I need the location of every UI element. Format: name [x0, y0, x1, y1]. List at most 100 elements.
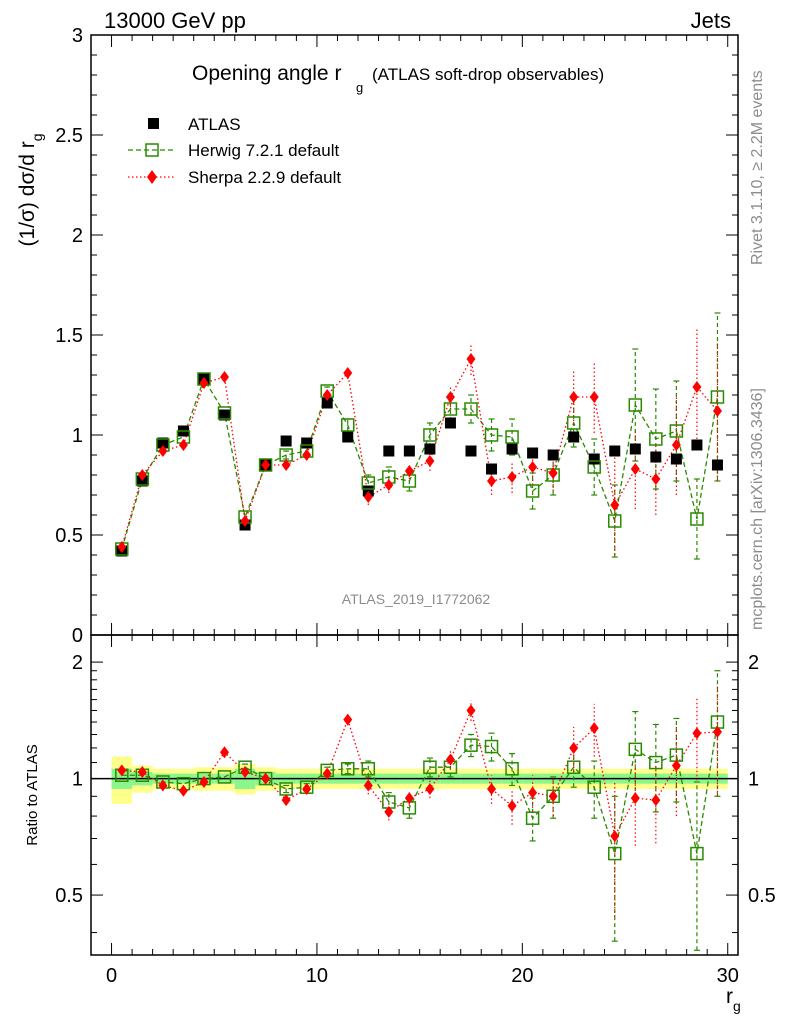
header-right: Jets — [691, 8, 731, 33]
main-y-tick-label: 2.5 — [55, 125, 83, 147]
plot-title-subscript: g — [356, 80, 363, 95]
ratio-y-tick-label: 2 — [72, 652, 83, 674]
herwig-point — [566, 416, 581, 430]
sherpa-point — [220, 371, 230, 383]
sherpa-point — [178, 439, 188, 451]
plot-title: Opening angle r — [192, 62, 341, 85]
sherpa-point — [487, 475, 497, 487]
ratio-sherpa-point — [712, 725, 722, 738]
ratio-sherpa-point — [630, 792, 640, 805]
atlas-point — [629, 443, 641, 455]
ratio-sherpa-point — [158, 779, 168, 792]
atlas-point — [383, 445, 395, 457]
sherpa-point — [240, 515, 250, 527]
ratio-sherpa-point — [384, 805, 394, 818]
ratio-herwig-point — [361, 762, 376, 776]
ratio-herwig-point — [608, 846, 622, 861]
herwig-point — [423, 428, 437, 442]
sherpa-point — [630, 463, 640, 475]
atlas-point — [219, 409, 231, 421]
main-y-tick-label: 2 — [72, 225, 83, 247]
ratio-sherpa-point — [281, 794, 291, 807]
legend-label-atlas: ATLAS — [188, 115, 241, 134]
legend-label-herwig: Herwig 7.2.1 default — [188, 141, 339, 160]
herwig-point — [217, 406, 232, 420]
herwig-point — [525, 484, 540, 498]
herwig-point — [340, 418, 355, 432]
plot-title-rest: (ATLAS soft-drop observables) — [372, 65, 604, 84]
ratio-sherpa-point — [425, 782, 435, 795]
main-y-tick-label: 1.5 — [55, 325, 83, 347]
ratio-sherpa-point — [671, 759, 681, 772]
ratio-herwig-point — [525, 811, 540, 825]
ratio-sherpa-point — [548, 790, 558, 803]
ratio-sherpa-point — [302, 782, 312, 795]
atlas-point — [321, 397, 333, 409]
atlas-point — [486, 463, 498, 475]
legend-marker-sherpa — [147, 170, 157, 184]
sherpa-point — [261, 459, 271, 471]
legend-label-sherpa: Sherpa 2.2.9 default — [188, 168, 341, 187]
atlas-point — [444, 417, 456, 429]
ratio-herwig-point — [340, 762, 355, 776]
ratio-sherpa-point — [692, 727, 702, 740]
legend: ATLAS Herwig 7.2.1 default Sherpa 2.2.9 … — [128, 115, 341, 187]
ratio-y-tick-label-right: 2 — [748, 652, 759, 674]
ratio-sherpa-point — [507, 799, 517, 812]
herwig-point — [484, 428, 499, 442]
sherpa-point — [363, 491, 373, 503]
atlas-point — [568, 431, 580, 443]
sherpa-point — [589, 391, 599, 403]
main-panel: ATLAS_2019_I1772062 0.5 1 1.5 2 2.5 3 0 Openin… — [16, 25, 739, 647]
herwig-point — [505, 430, 519, 444]
herwig-line — [121, 377, 719, 550]
main-y-axis-label-sub: g — [29, 133, 45, 141]
atlas-point — [301, 437, 313, 449]
main-y-tick-label-zero: 0 — [72, 625, 83, 647]
ratio-herwig-point — [690, 846, 704, 861]
atlas-point — [650, 451, 662, 463]
atlas-point — [670, 453, 682, 465]
sherpa-point — [404, 465, 414, 477]
ratio-plot-frame — [90, 634, 739, 956]
ratio-herwig-point — [217, 770, 232, 784]
analysis-watermark: ATLAS_2019_I1772062 — [342, 591, 491, 607]
ratio-panel: 0.5 0.51 12 20 10 20 30 Ratio to ATLAS rg — [24, 634, 776, 1014]
x-tick-label: 0 — [106, 965, 117, 987]
ratio-sherpa-point — [199, 775, 209, 788]
atlas-point — [424, 443, 436, 455]
ratio-y-tick-label: 0.5 — [55, 885, 83, 907]
sherpa-point — [528, 461, 538, 473]
ratio-sherpa-point — [322, 767, 332, 780]
ratio-sherpa-point — [220, 746, 230, 759]
ratio-sherpa-point — [363, 779, 373, 792]
sherpa-point — [117, 541, 127, 553]
herwig-point — [608, 514, 622, 528]
main-y-axis-label: (1/σ) dσ/d rg — [16, 133, 45, 246]
ratio-sherpa-point — [445, 753, 455, 766]
atlas-point — [280, 435, 292, 447]
ratio-sherpa-point — [610, 830, 620, 843]
atlas-point — [547, 449, 559, 461]
atlas-point — [157, 437, 169, 449]
main-y-tick-label: 1 — [72, 425, 83, 447]
legend-marker-herwig — [145, 143, 159, 157]
sherpa-point — [507, 471, 517, 483]
atlas-point — [403, 445, 415, 457]
x-axis-label: rg — [726, 985, 741, 1014]
herwig-point — [628, 398, 643, 412]
herwig-point — [464, 402, 478, 416]
sherpa-point — [384, 479, 394, 491]
herwig-point — [710, 390, 725, 404]
sherpa-point — [692, 381, 702, 393]
sherpa-point — [137, 469, 147, 481]
ratio-y-tick-label-right: 0.5 — [748, 885, 776, 907]
sherpa-point — [199, 377, 209, 389]
header-left: 13000 GeV pp — [104, 8, 246, 33]
ratio-sherpa-point — [240, 765, 250, 778]
sherpa-point — [569, 391, 579, 403]
atlas-point — [342, 431, 354, 443]
sherpa-point — [466, 353, 476, 365]
sherpa-point — [712, 405, 722, 417]
